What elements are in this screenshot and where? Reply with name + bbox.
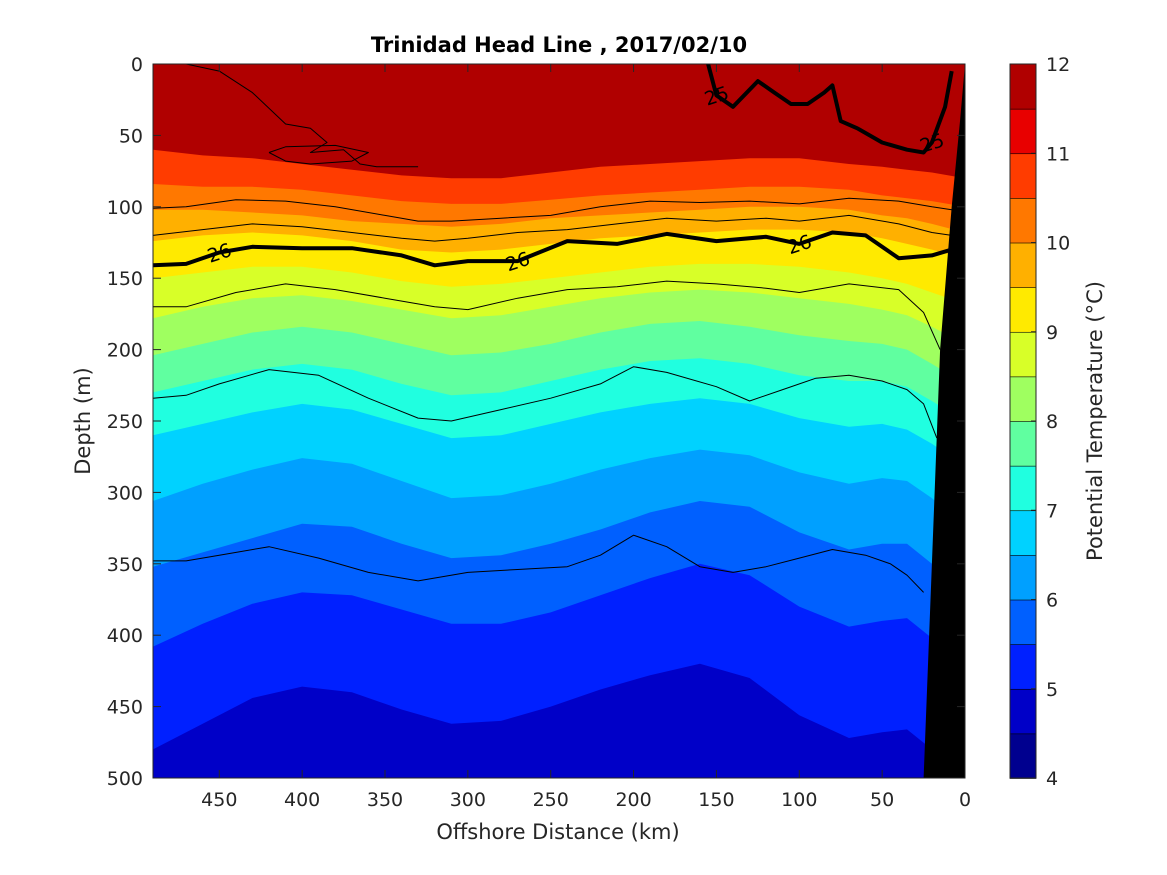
y-axis-ticks: 0 50 100 150 200 250 300 350 400 450 500	[107, 54, 965, 790]
y-tick-label: 100	[107, 197, 143, 219]
x-tick: 0	[959, 64, 971, 811]
y-tick-label: 350	[107, 554, 143, 576]
bathymetry-shape	[923, 64, 965, 778]
y-tick: 100	[107, 197, 965, 219]
isopycnal-line	[185, 64, 419, 168]
colorbar-swatch	[1009, 509, 1037, 556]
x-tick-label: 250	[533, 789, 569, 811]
isopycnal-line	[153, 366, 938, 439]
y-tick: 200	[107, 340, 965, 362]
y-tick: 300	[107, 482, 965, 504]
colorbar-swatch	[1009, 420, 1037, 467]
y-tick: 50	[119, 125, 965, 147]
y-tick-label: 400	[107, 625, 143, 647]
colorbar-tick-label: 5	[1046, 679, 1058, 701]
bathymetry-layer	[923, 64, 965, 778]
y-tick: 500	[107, 768, 965, 790]
y-tick-label: 150	[107, 268, 143, 290]
x-tick-label: 350	[367, 789, 403, 811]
y-tick-label: 50	[119, 125, 143, 147]
colorbar-tick: 10	[1031, 233, 1070, 255]
colorbar-swatch	[1009, 733, 1037, 779]
y-axis-label: Depth (m)	[71, 367, 95, 474]
isopycnal-bold-line	[153, 230, 953, 268]
y-tick-label: 450	[107, 697, 143, 719]
x-tick: 400	[284, 64, 320, 811]
colorbar-tick: 4	[1031, 768, 1058, 790]
colorbar-tick: 9	[1031, 322, 1058, 344]
y-tick: 250	[107, 411, 965, 433]
colorbar-swatch	[1009, 242, 1037, 288]
x-tick: 150	[698, 64, 735, 811]
x-tick-label: 300	[450, 789, 486, 811]
colorbar-tick-label: 11	[1046, 143, 1070, 165]
colorbar-swatch	[1009, 63, 1037, 110]
colorbar-tick: 12	[1031, 54, 1070, 76]
x-tick-label: 200	[615, 789, 651, 811]
isopycnal-line	[153, 534, 924, 593]
x-tick: 250	[533, 64, 569, 811]
y-tick: 400	[107, 625, 965, 647]
isopycnal-line	[153, 214, 952, 242]
colorbar-tick: 8	[1031, 411, 1058, 433]
colorbar-tick-label: 9	[1046, 322, 1058, 344]
colorbar-swatch	[1009, 554, 1037, 601]
plot-area	[153, 64, 965, 778]
x-tick: 200	[615, 64, 652, 811]
colorbar-swatch	[1009, 108, 1037, 155]
y-tick-label: 200	[107, 340, 143, 362]
x-tick-label: 50	[870, 789, 894, 811]
x-tick-label: 150	[698, 789, 734, 811]
isopycnal-contours	[153, 64, 954, 593]
x-tick: 300	[450, 64, 486, 811]
isopycnal-bold-line	[706, 64, 954, 155]
x-tick-label: 0	[959, 789, 971, 811]
colorbar-swatch	[1009, 152, 1037, 199]
x-tick-label: 400	[284, 789, 320, 811]
colorbar-swatch	[1009, 286, 1037, 333]
y-tick-label: 500	[107, 768, 143, 790]
y-tick: 350	[107, 554, 965, 576]
temperature-band	[153, 663, 965, 778]
x-tick: 450	[201, 64, 237, 811]
colorbar-tick-label: 7	[1046, 500, 1058, 522]
y-tick: 150	[107, 268, 965, 290]
colorbar-swatch	[1009, 197, 1037, 244]
x-tick: 50	[870, 64, 894, 811]
x-axis-label: Offshore Distance (km)	[436, 820, 679, 844]
colorbar-tick-label: 8	[1046, 411, 1058, 433]
isopycnal-line	[153, 197, 952, 222]
y-tick: 450	[107, 697, 965, 719]
colorbar-tick: 6	[1031, 590, 1058, 612]
y-tick: 0	[131, 54, 965, 76]
isopycnal-line	[268, 144, 369, 165]
colorbar-swatch	[1009, 688, 1037, 735]
chart-title: Trinidad Head Line , 2017/02/10	[371, 33, 747, 57]
x-tick: 350	[367, 64, 403, 811]
colorbar-swatch	[1009, 599, 1037, 645]
temperature-fill-layer	[153, 64, 965, 778]
colorbar-tick: 11	[1031, 143, 1070, 165]
colorbar-tick-label: 6	[1046, 590, 1058, 612]
colorbar-swatch	[1009, 376, 1037, 422]
y-tick-label: 0	[131, 54, 143, 76]
colorbar-tick-label: 10	[1046, 233, 1070, 255]
colorbar-tick-label: 12	[1046, 54, 1070, 76]
colorbar-tick-label: 4	[1046, 768, 1058, 790]
colorbar-tick: 7	[1031, 500, 1058, 522]
colorbar-label: Potential Temperature (°C)	[1083, 281, 1107, 561]
x-tick: 100	[781, 64, 817, 811]
colorbar-swatch	[1009, 643, 1037, 690]
colorbar-swatch	[1009, 331, 1037, 378]
y-tick-label: 250	[107, 411, 143, 433]
x-tick-label: 450	[201, 789, 237, 811]
colorbar-swatch	[1009, 465, 1037, 512]
x-tick-label: 100	[781, 789, 817, 811]
isopycnal-line	[153, 280, 941, 350]
colorbar-ticks: 4 5 6 7 8 9 10 11 12	[1031, 54, 1070, 790]
colorbar-tick: 5	[1031, 679, 1058, 701]
y-tick-label: 300	[107, 482, 143, 504]
x-axis-ticks: 450 400 350 300 250 200 150 100 50 0	[201, 64, 971, 811]
